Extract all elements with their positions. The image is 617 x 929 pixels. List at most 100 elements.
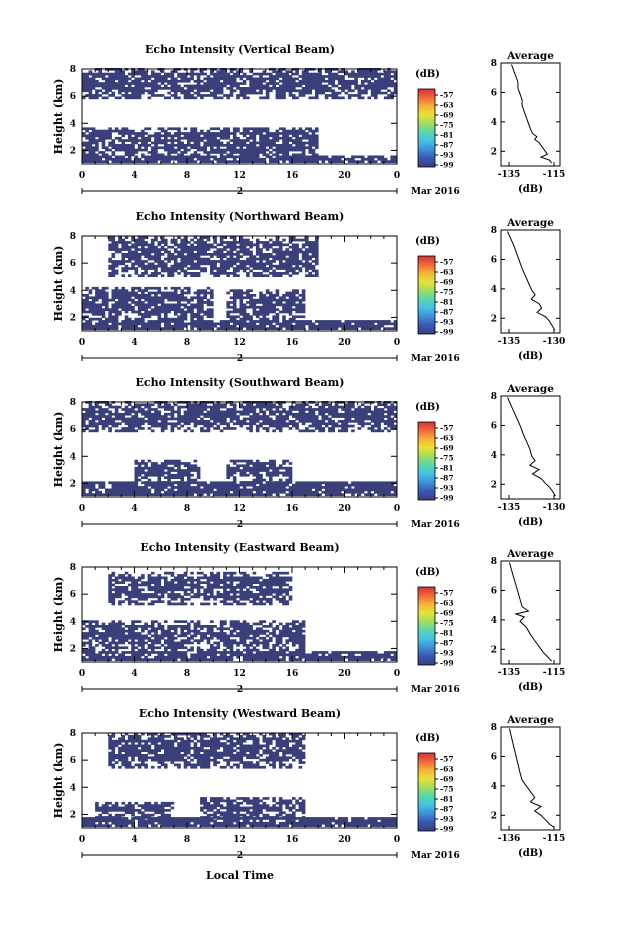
echo-cell: [249, 493, 253, 496]
echo-cell: [219, 157, 224, 161]
echo-cell: [285, 308, 289, 311]
echo-cell: [170, 298, 175, 302]
echo-cell: [127, 481, 132, 485]
echo-cell: [187, 260, 191, 263]
echo-cell: [246, 153, 250, 157]
echo-cell: [206, 301, 211, 304]
echo-cell: [393, 77, 398, 81]
echo-cell: [190, 144, 194, 147]
echo-cell: [370, 155, 375, 159]
echo-cell: [262, 298, 267, 302]
echo-cell: [216, 272, 221, 275]
echo-cell: [98, 305, 102, 309]
echo-cell: [154, 490, 158, 494]
echo-cell: [111, 243, 116, 247]
echo-cell: [193, 291, 198, 295]
echo-cell: [108, 72, 112, 76]
echo-cell: [131, 294, 135, 297]
echo-cell: [288, 94, 293, 97]
echo-cell: [131, 320, 135, 323]
echo-cell: [147, 75, 152, 78]
echo-cell: [213, 417, 217, 421]
echo-cell: [295, 310, 299, 314]
echo-cell: [219, 322, 224, 326]
echo-cell: [121, 291, 125, 295]
echo-cell: [262, 253, 267, 256]
echo-cell: [324, 79, 329, 83]
echo-cell: [88, 91, 93, 95]
echo-cell: [121, 301, 125, 304]
echo-cell: [308, 96, 312, 100]
echo-cell: [154, 412, 158, 416]
echo-cell: [206, 82, 211, 85]
echo-cell: [206, 155, 211, 159]
echo-cell: [278, 486, 283, 489]
echo-cell: [236, 493, 240, 496]
echo-cell: [131, 136, 135, 140]
echo-cell: [360, 486, 365, 489]
echo-cell: [242, 322, 247, 326]
echo-cell: [246, 87, 250, 90]
echo-cell: [183, 236, 188, 239]
echo-cell: [272, 298, 276, 302]
echo-cell: [344, 322, 349, 326]
echo-cell: [278, 253, 283, 256]
echo-cell: [108, 129, 112, 133]
echo-cell: [331, 84, 335, 88]
echo-cell: [170, 296, 175, 300]
echo-cell: [114, 248, 119, 251]
echo-cell: [154, 153, 158, 157]
echo-cell: [337, 82, 342, 85]
echo-cell: [154, 272, 158, 275]
echo-cell: [298, 320, 303, 323]
echo-cell: [196, 493, 201, 496]
echo-cell: [157, 264, 162, 268]
echo-cell: [262, 144, 267, 147]
echo-cell: [282, 255, 286, 258]
echo-cell: [95, 289, 99, 292]
echo-cell: [131, 255, 135, 258]
echo-cell: [167, 296, 171, 300]
echo-cell: [98, 289, 102, 292]
echo-cell: [282, 483, 286, 487]
echo-cell: [210, 245, 214, 249]
echo-cell: [82, 488, 86, 492]
echo-cell: [85, 129, 89, 133]
echo-cell: [177, 253, 181, 256]
echo-cell: [246, 327, 250, 330]
echo-cell: [285, 305, 289, 309]
echo-cell: [141, 410, 145, 414]
echo-cell: [265, 269, 270, 273]
echo-cell: [370, 82, 375, 85]
echo-cell: [298, 303, 303, 307]
echo-cell: [210, 77, 214, 81]
echo-cell: [127, 82, 132, 85]
echo-cell: [210, 132, 214, 135]
echo-cell: [259, 415, 263, 418]
echo-cell: [147, 478, 152, 482]
echo-cell: [226, 82, 230, 85]
echo-cell: [196, 72, 201, 76]
echo-cell: [354, 82, 358, 85]
echo-cell: [380, 324, 385, 328]
echo-cell: [259, 129, 263, 133]
echo-cell: [127, 403, 132, 407]
echo-cell: [262, 313, 267, 316]
echo-cell: [173, 417, 178, 421]
echo-cell: [82, 303, 86, 307]
echo-cell: [177, 483, 181, 487]
echo-cell: [275, 75, 280, 78]
echo-cell: [255, 241, 260, 244]
echo-cell: [229, 466, 234, 470]
echo-cell: [367, 160, 372, 163]
echo-cell: [141, 301, 145, 304]
echo-cell: [134, 82, 139, 85]
echo-cell: [295, 238, 299, 242]
echo-cell: [295, 322, 299, 326]
echo-cell: [298, 310, 303, 314]
echo-cell: [154, 84, 158, 88]
echo-cell: [249, 253, 253, 256]
echo-cell: [170, 422, 175, 426]
echo-cell: [154, 144, 158, 147]
echo-cell: [200, 488, 204, 492]
